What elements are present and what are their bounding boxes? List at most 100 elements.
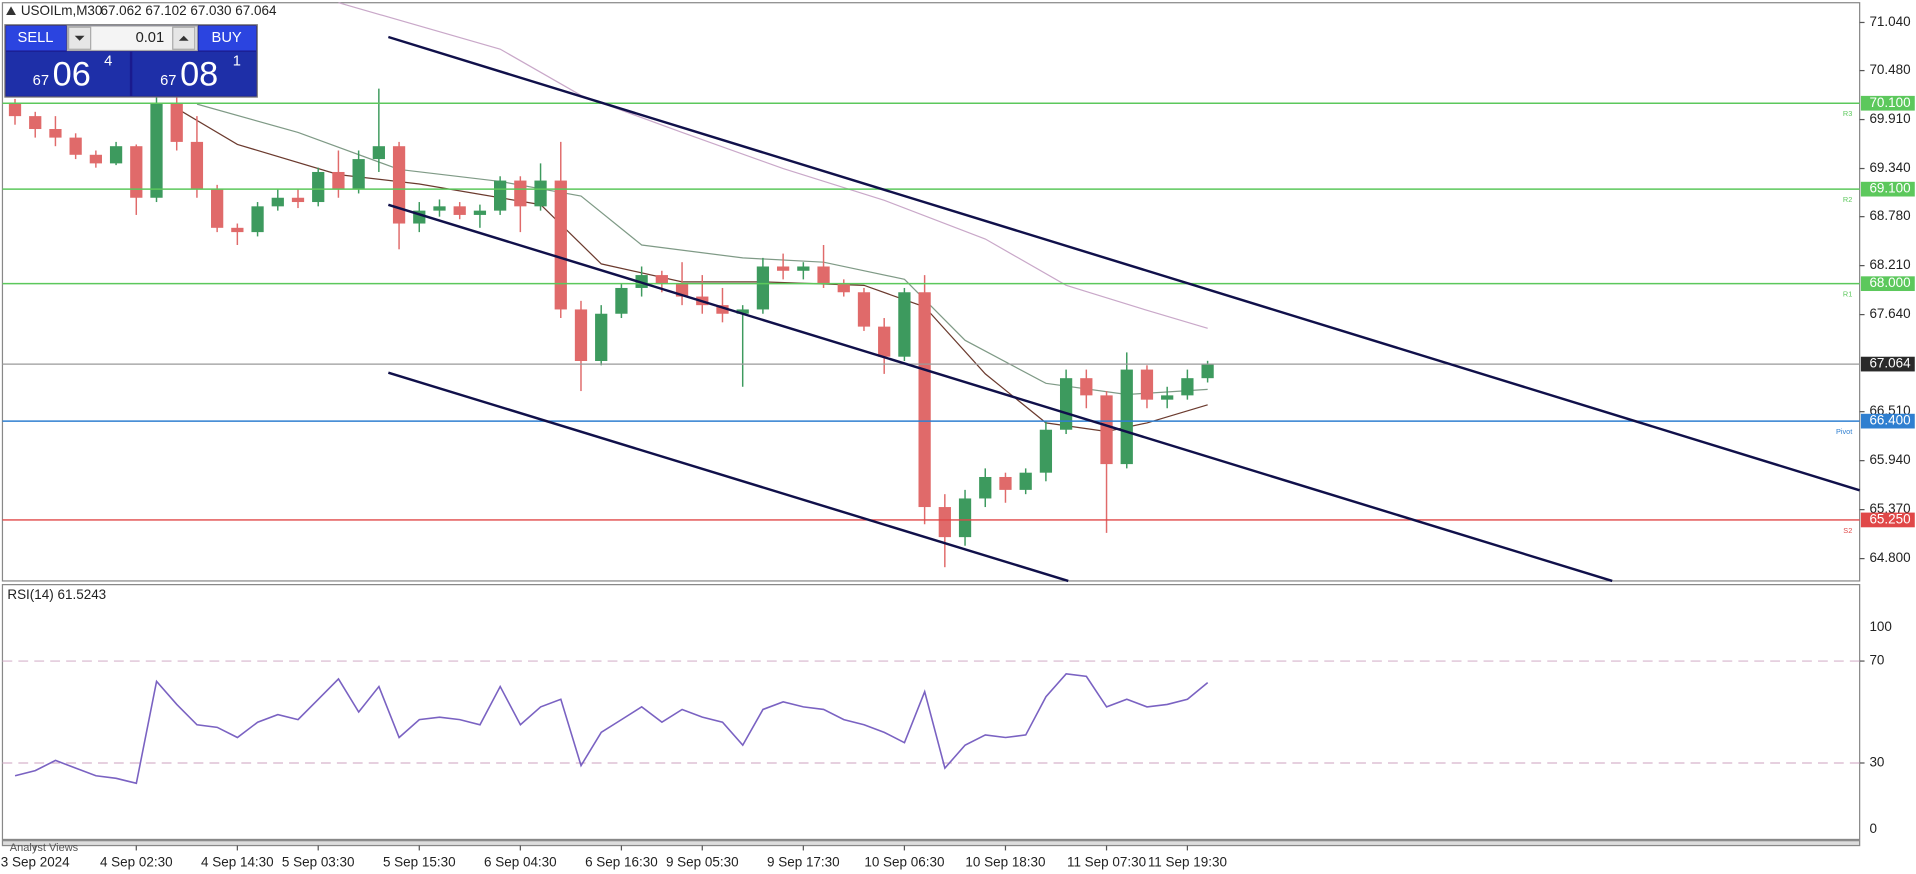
candle-body xyxy=(372,146,385,160)
trade-panel: SELL 0.01 BUY 67 06 4 67 08 1 xyxy=(4,24,258,98)
y-tick-label: 70 xyxy=(1869,653,1884,668)
candle-body xyxy=(271,197,284,207)
candle-body xyxy=(150,103,163,198)
x-tick-label: 4 Sep 14:30 xyxy=(201,854,274,869)
sell-label[interactable]: SELL xyxy=(18,30,54,46)
x-tick-label: 4 Sep 02:30 xyxy=(100,854,173,869)
candle-body xyxy=(494,180,507,211)
level-price-box xyxy=(1860,512,1915,528)
symbol-title: USOILm,M30 xyxy=(21,3,103,18)
candle-body xyxy=(534,180,547,207)
panel-separator xyxy=(1,840,1861,847)
x-tick-label: 5 Sep 15:30 xyxy=(383,854,456,869)
candle-body xyxy=(797,266,810,271)
candle-body xyxy=(857,292,871,327)
rsi-panel xyxy=(1,584,1861,841)
level-name: R2 xyxy=(1843,195,1852,204)
candle-body xyxy=(837,283,850,293)
sell-price-pips: 06 xyxy=(53,55,91,93)
y-tick-label: 0 xyxy=(1869,821,1877,836)
candle-body xyxy=(918,292,931,508)
candle-body xyxy=(69,137,82,155)
y-tick-label: 65.370 xyxy=(1869,501,1910,516)
candle-body xyxy=(878,326,891,357)
buy-price-box[interactable] xyxy=(132,51,257,96)
candle-body xyxy=(251,206,264,233)
candle-body xyxy=(109,146,123,164)
level-price-box xyxy=(1860,95,1915,111)
overlay-layer: R3 70.100 R2 69.100 R1 68.000 Pivot 66.400 S2 65.… xyxy=(1836,95,1915,535)
level-price-label: 66.400 xyxy=(1869,413,1910,428)
level-name: S2 xyxy=(1843,526,1852,535)
buy-label[interactable]: BUY xyxy=(212,30,242,46)
level-name: Pivot xyxy=(1836,427,1852,436)
x-tick-label: 3 Sep 2024 xyxy=(1,854,70,869)
y-tick-label: 71.040 xyxy=(1869,14,1910,29)
y-tick-label: 69.340 xyxy=(1869,160,1910,175)
collapse-icon[interactable] xyxy=(6,6,16,15)
buy-button[interactable] xyxy=(198,25,257,51)
y-tick-label: 69.910 xyxy=(1869,111,1910,126)
candle-body xyxy=(190,141,204,190)
candle-body xyxy=(938,507,951,538)
candle-body xyxy=(1201,364,1214,379)
candle-body xyxy=(615,287,628,314)
y-tick-label: 70.480 xyxy=(1869,62,1910,77)
y-tick-label: 67.640 xyxy=(1869,306,1910,321)
candle-body xyxy=(433,206,446,211)
rsi-line xyxy=(14,672,1209,785)
candle-body xyxy=(1161,395,1174,400)
candle-body xyxy=(1120,369,1133,465)
buy-price-pips: 08 xyxy=(180,55,218,93)
candle-body xyxy=(1181,378,1194,396)
candle-body xyxy=(574,309,588,361)
y-tick-label: 64.800 xyxy=(1869,550,1910,565)
candle-body xyxy=(817,266,830,284)
candle-body xyxy=(1059,378,1073,430)
candle-body xyxy=(595,313,608,361)
x-tick-label: 5 Sep 03:30 xyxy=(282,854,355,869)
x-tick-label: 9 Sep 05:30 xyxy=(666,854,739,869)
up-arrow xyxy=(178,35,189,41)
trendline xyxy=(387,371,1069,583)
sell-button[interactable] xyxy=(6,25,67,51)
y-tick-label: 100 xyxy=(1869,619,1891,634)
candle-body xyxy=(716,305,729,314)
candle-body xyxy=(473,210,487,215)
x-tick-label: 9 Sep 17:30 xyxy=(767,854,840,869)
y-tick-label: 68.780 xyxy=(1869,208,1910,223)
candle-body xyxy=(1019,472,1032,490)
analyst-views-tab[interactable]: Analyst Views xyxy=(10,842,79,854)
candle-body xyxy=(291,197,305,203)
x-tick-label: 6 Sep 16:30 xyxy=(585,854,658,869)
candle-body xyxy=(756,266,770,310)
level-price-label: 68.000 xyxy=(1869,275,1910,290)
candle-body xyxy=(453,206,466,215)
candle-body xyxy=(170,103,183,142)
quote: 67.062 67.102 67.030 67.064 xyxy=(100,3,277,18)
trendline xyxy=(387,35,1861,492)
y-tick-label: 30 xyxy=(1869,755,1884,770)
lot-value[interactable]: 0.01 xyxy=(136,30,165,46)
level-price-box xyxy=(1860,181,1915,197)
price-panel xyxy=(1,2,1861,582)
current-price-label: 67.064 xyxy=(1869,356,1911,371)
candle-body xyxy=(130,146,143,198)
candle-body xyxy=(392,146,406,224)
level-price-box xyxy=(1860,276,1915,292)
candle-body xyxy=(49,129,62,138)
level-price-label: 70.100 xyxy=(1869,95,1910,110)
sell-price-box[interactable] xyxy=(6,51,130,96)
candle-body xyxy=(736,309,749,314)
level-name: R3 xyxy=(1843,109,1852,118)
level-name: R1 xyxy=(1843,290,1852,299)
buy-price-fraction: 1 xyxy=(233,53,241,69)
candle-body xyxy=(958,498,972,538)
candle-body xyxy=(29,116,42,130)
rsi-title: RSI(14) 61.5243 xyxy=(7,587,106,602)
current-price-box xyxy=(1860,356,1915,372)
